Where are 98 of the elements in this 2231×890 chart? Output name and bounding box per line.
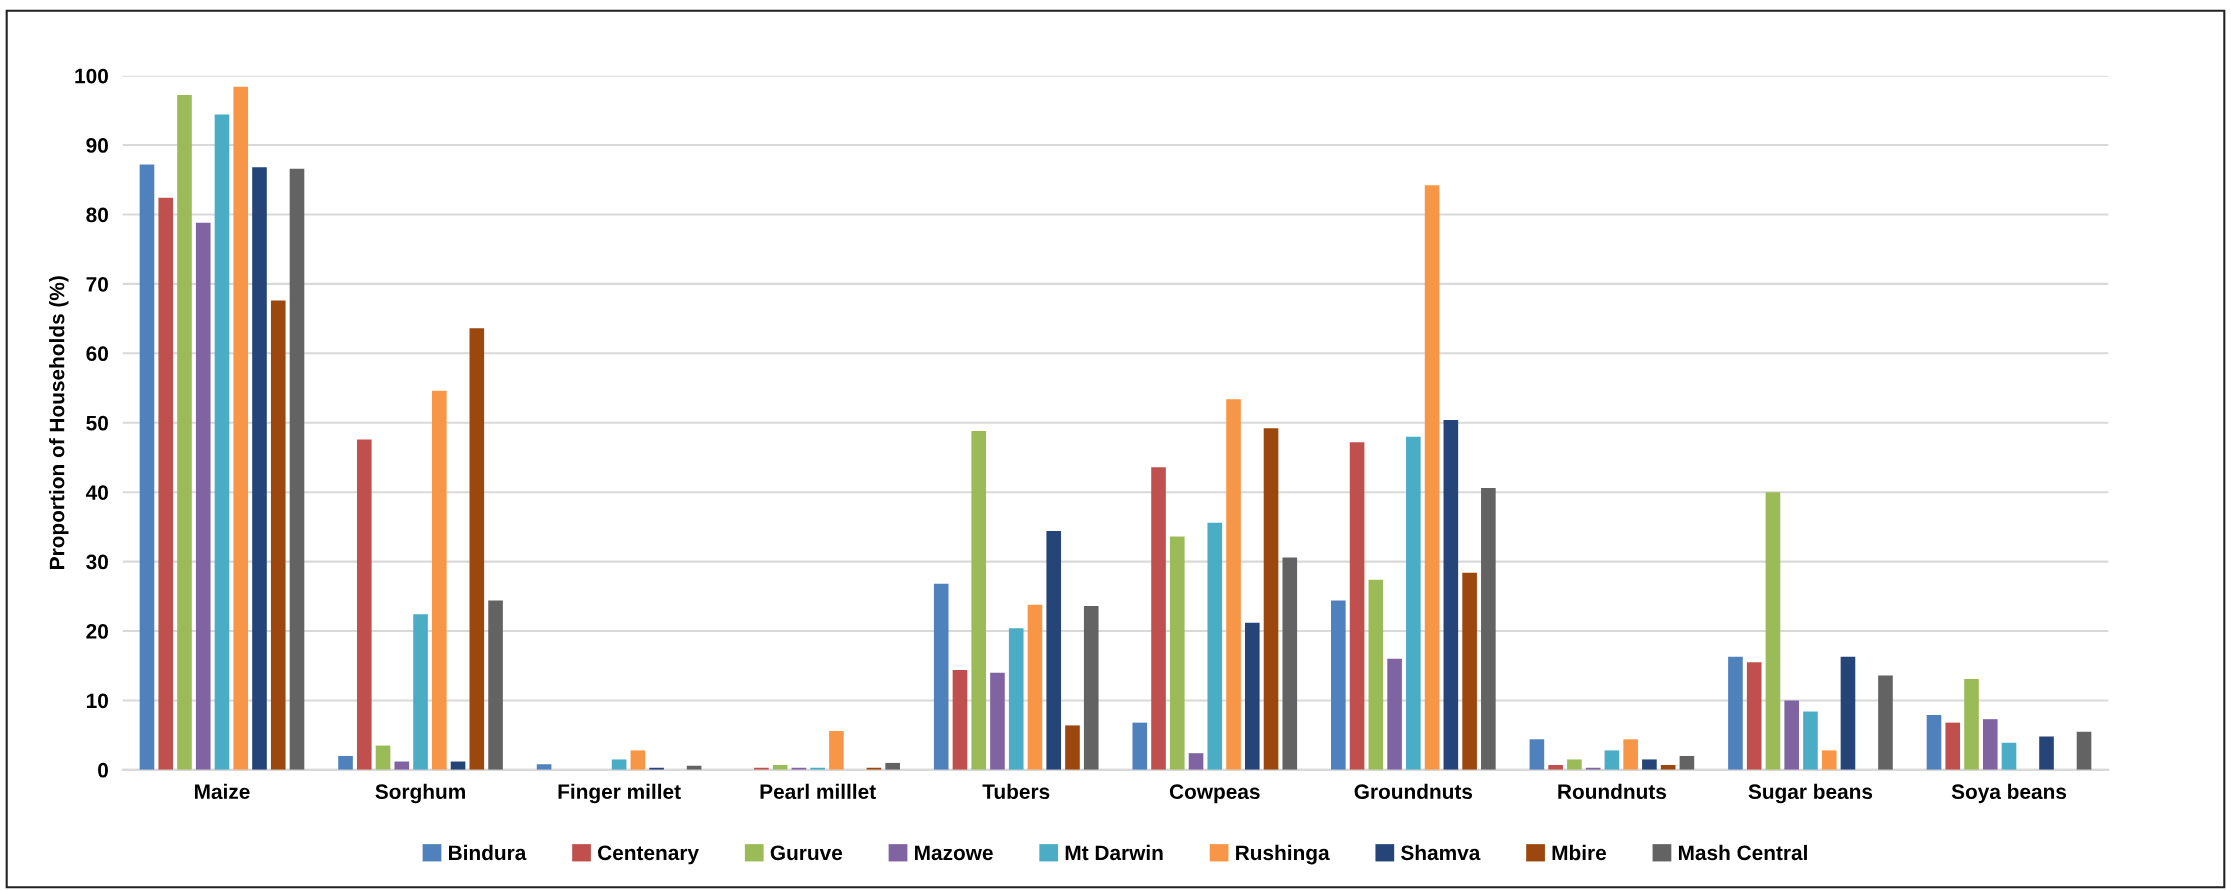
- bar: [1462, 572, 1477, 770]
- bar: [1244, 622, 1260, 770]
- bar: [1406, 436, 1421, 770]
- legend-label: Bindura: [449, 844, 527, 861]
- bar: [356, 439, 372, 770]
- legend-label: Guruve: [770, 845, 843, 861]
- bar: [1567, 759, 1582, 770]
- bar: [2001, 742, 2017, 770]
- bar: [1679, 755, 1695, 770]
- bar: [1878, 675, 1893, 770]
- y-tick-label: 10: [86, 693, 108, 709]
- y-axis-title: Proportion of Households (%): [49, 276, 69, 569]
- bar: [375, 745, 391, 770]
- bar: [214, 114, 230, 770]
- bar: [1207, 522, 1223, 770]
- bar: [2076, 731, 2092, 770]
- bar: [1046, 531, 1062, 770]
- bar: [177, 95, 192, 770]
- bar: [1623, 739, 1638, 770]
- bar: [270, 300, 286, 770]
- bar: [1765, 492, 1781, 770]
- bar: [1132, 722, 1148, 770]
- bar: [1964, 678, 1979, 770]
- y-tick-label: 30: [86, 554, 108, 570]
- bar: [1604, 750, 1620, 770]
- x-tick-label: Sugar beans: [1748, 783, 1873, 804]
- x-tick-label: Pearl milllet: [760, 783, 876, 800]
- bar: [1803, 711, 1818, 770]
- bar: [1331, 600, 1346, 770]
- bar: [1083, 606, 1099, 770]
- x-tick-label: Maize: [195, 783, 250, 800]
- bar: [1065, 725, 1080, 770]
- bar: [611, 759, 627, 770]
- bar: [829, 730, 844, 770]
- legend-label: Centenary: [598, 845, 699, 865]
- y-tick-label: 50: [86, 415, 108, 431]
- bar: [1821, 750, 1837, 770]
- legend-label: Shamva: [1401, 844, 1481, 861]
- bar: [1945, 722, 1961, 770]
- bar: [1151, 467, 1166, 770]
- bar: [1642, 759, 1657, 770]
- y-tick-label: 40: [85, 485, 108, 500]
- y-tick-label: 20: [86, 624, 108, 639]
- bar: [488, 600, 503, 770]
- x-tick-label: Tubers: [982, 783, 1050, 800]
- bar: [195, 222, 211, 770]
- bar: [1746, 662, 1762, 770]
- bar: [1008, 628, 1024, 770]
- bar: [990, 672, 1005, 770]
- bar: [469, 328, 485, 770]
- bar: [1443, 419, 1459, 770]
- bar: [158, 197, 174, 770]
- bar: [1529, 739, 1545, 770]
- legend-label: Mbire: [1552, 844, 1607, 861]
- legend-label: Mazowe: [915, 845, 993, 861]
- bar: [1263, 428, 1279, 770]
- legend-label: Rushinga: [1236, 844, 1330, 865]
- x-tick-label: Roundnuts: [1558, 783, 1667, 800]
- bar: [1368, 579, 1384, 770]
- y-tick-label: 70: [86, 276, 108, 292]
- bar: [1424, 185, 1440, 770]
- y-tick-label: 0: [98, 762, 108, 778]
- bar: [1387, 658, 1402, 770]
- bar: [1982, 719, 1998, 770]
- bar: [2039, 736, 2054, 770]
- bar: [1188, 753, 1204, 770]
- y-tick-label: 100: [75, 68, 108, 84]
- x-tick-label: Soya beans: [1951, 783, 2067, 804]
- bar: [971, 431, 987, 770]
- legend-label: Mt Darwin: [1065, 844, 1163, 861]
- y-tick-label: 90: [86, 138, 108, 153]
- bar: [1784, 700, 1800, 770]
- bar: [431, 390, 447, 770]
- x-tick-label: Finger millet: [558, 783, 681, 804]
- bar: [338, 755, 353, 770]
- bar: [1728, 656, 1743, 770]
- bar: [289, 168, 305, 770]
- bar: [233, 86, 249, 770]
- bar: [1840, 656, 1856, 770]
- y-tick-label: 60: [86, 346, 108, 362]
- x-tick-label: Sorghum: [375, 783, 465, 804]
- bar: [1481, 488, 1496, 770]
- bar: [413, 614, 428, 770]
- bar: [952, 669, 968, 770]
- bar: [1349, 442, 1365, 770]
- bar: [1027, 604, 1043, 770]
- bar: [1282, 557, 1298, 770]
- bar: [252, 167, 267, 770]
- bar: [1169, 536, 1185, 770]
- y-tick-label: 80: [86, 207, 108, 223]
- bar: [630, 750, 646, 770]
- bar: [139, 164, 155, 770]
- legend-label: Mash Central: [1678, 844, 1807, 861]
- bar: [933, 583, 949, 770]
- bar: [1926, 715, 1942, 770]
- bar: [1226, 399, 1241, 770]
- x-tick-label: Groundnuts: [1354, 783, 1473, 800]
- x-tick-label: Cowpeas: [1169, 784, 1260, 804]
